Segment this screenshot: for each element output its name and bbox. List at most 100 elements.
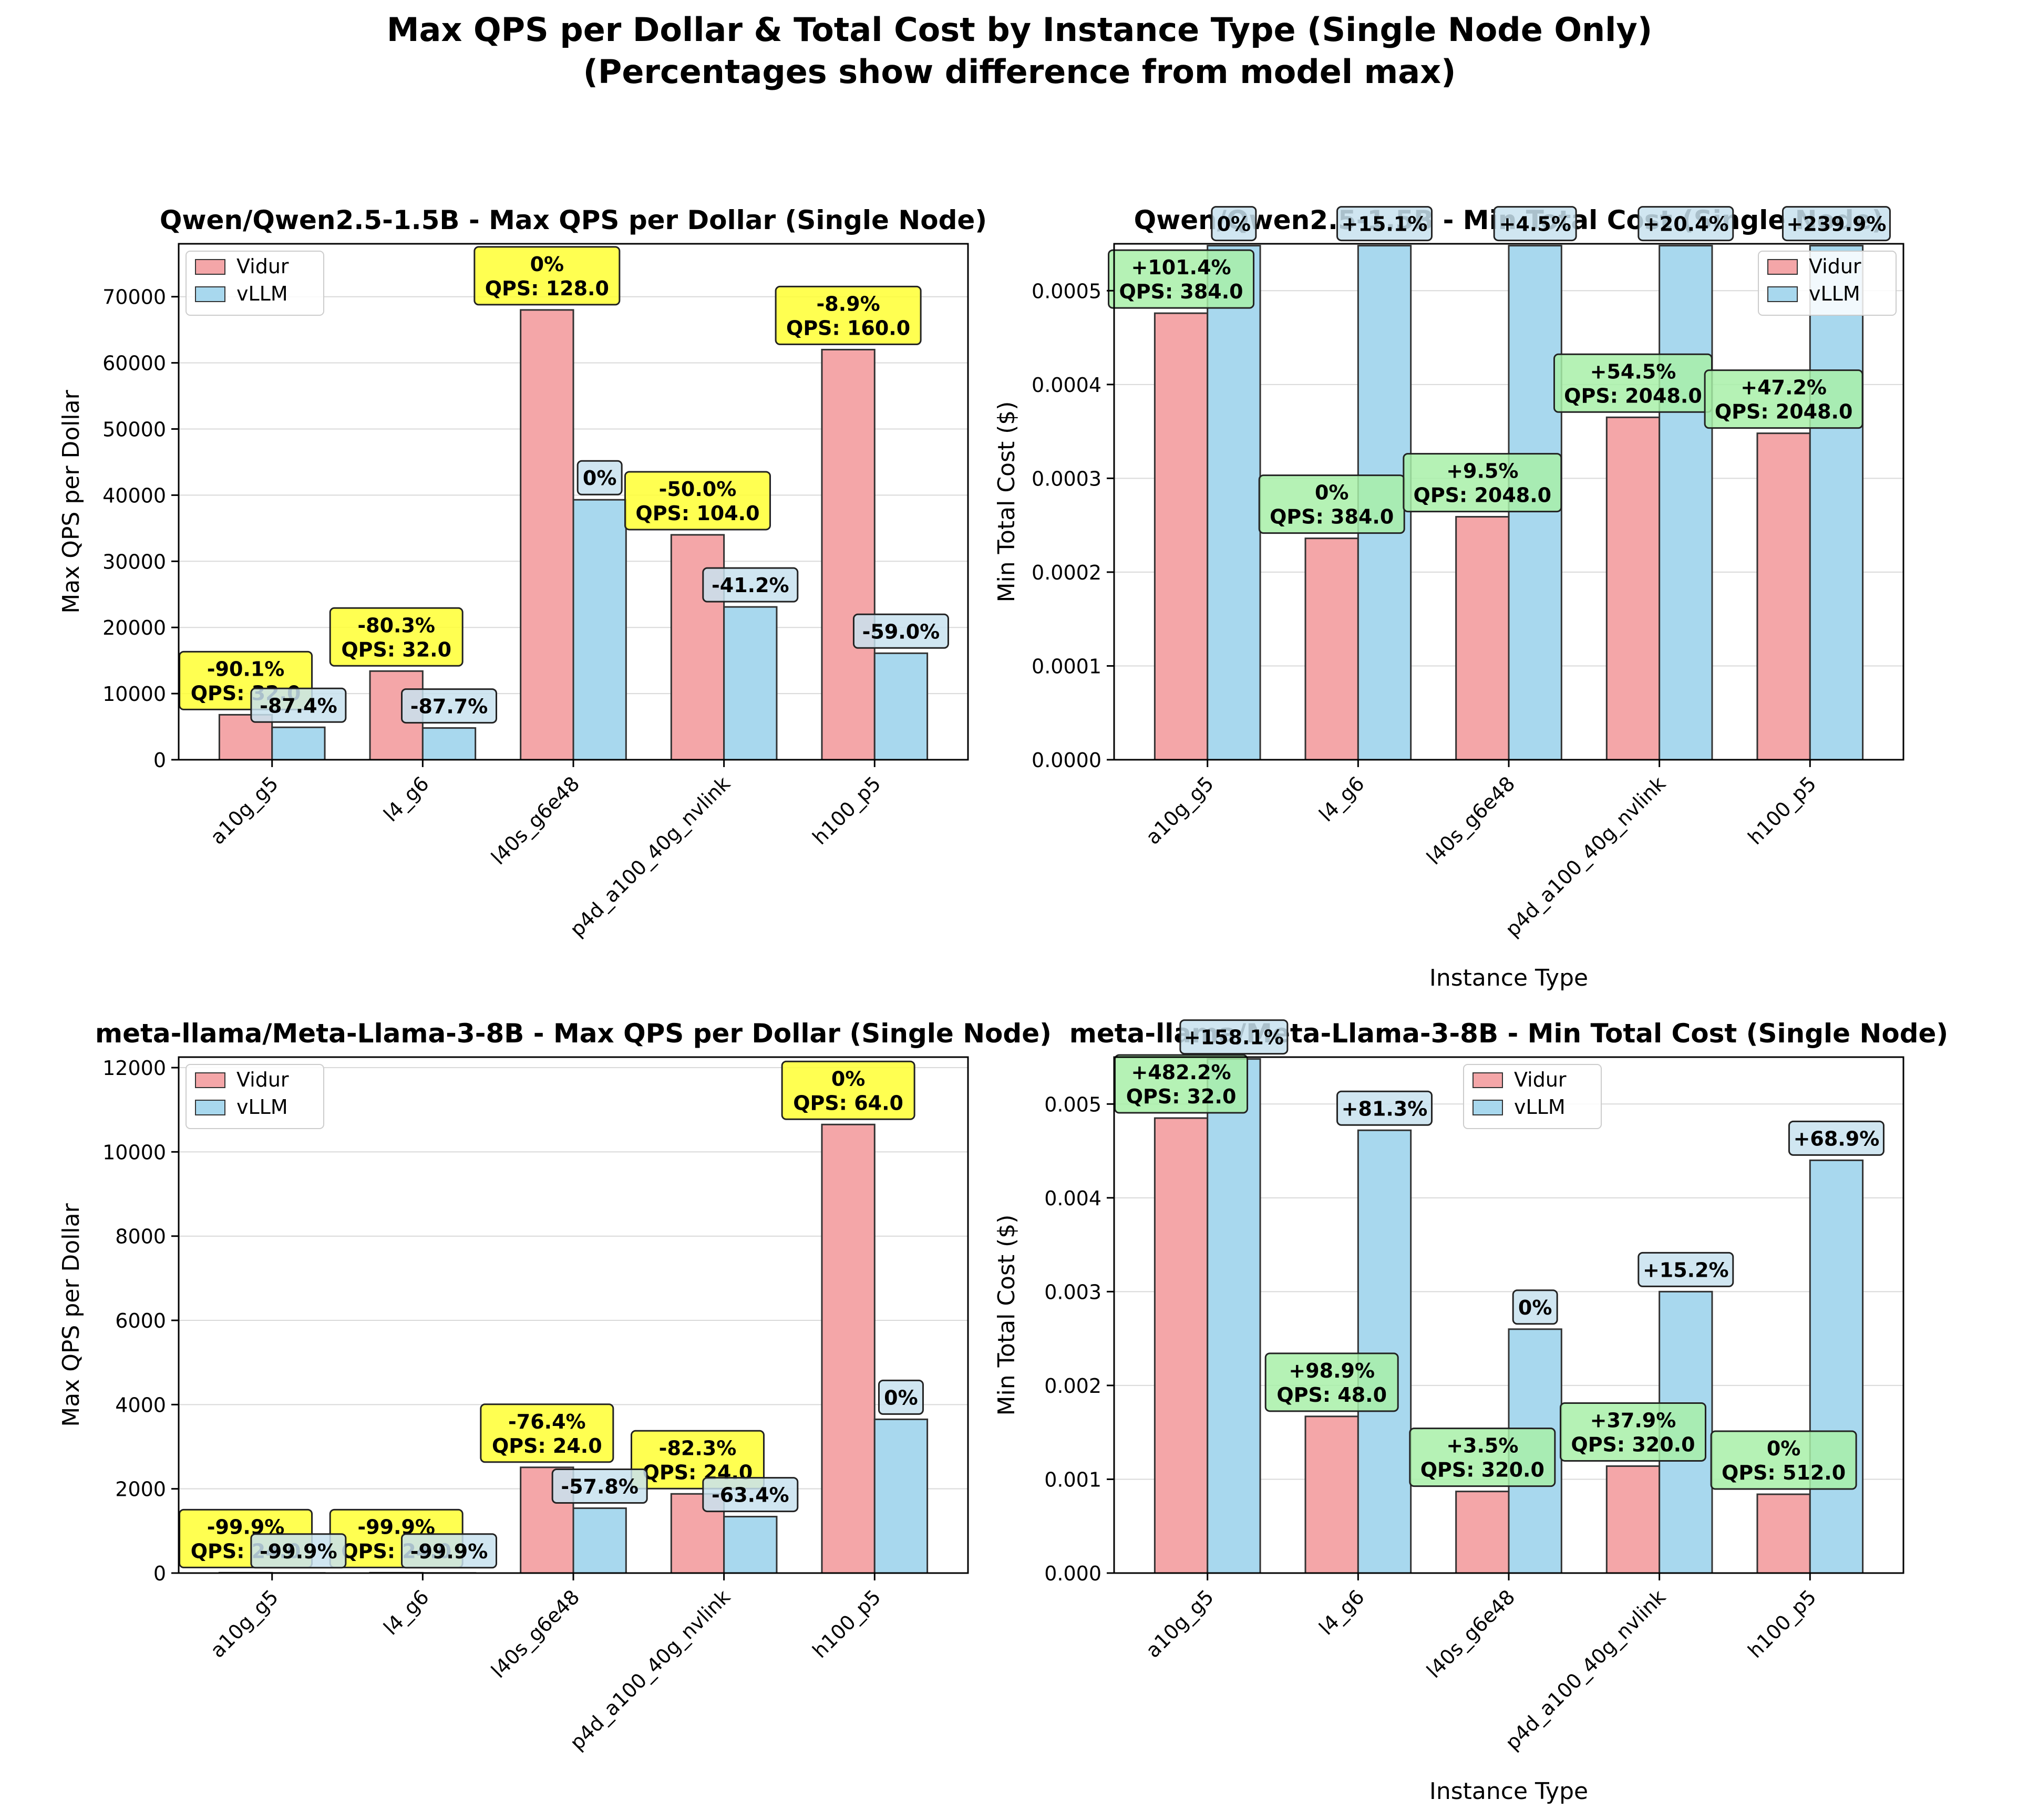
legend-swatch-vidur — [195, 259, 225, 275]
legend-label-vllm: vLLM — [236, 1095, 288, 1119]
data-label-vidur-l40s_g6e48: +3.5%QPS: 320.0 — [1409, 1428, 1556, 1487]
bar-vllm-l4_g6 — [1357, 1129, 1412, 1574]
data-label-vllm-l4_g6-box — [401, 688, 498, 724]
data-label-vllm-h100_p5-box — [878, 1379, 924, 1415]
data-label-vllm-a10g_g5-text: -87.4% — [260, 694, 337, 717]
bar-vidur-l4_g6 — [1304, 537, 1359, 761]
x-axis-label: Instance Type — [1429, 965, 1588, 991]
data-label-vidur-h100_p5-box — [775, 285, 922, 345]
data-label-vidur-h100_p5: -8.9%QPS: 160.0 — [775, 285, 922, 345]
legend: Vidur vLLM — [1463, 1064, 1602, 1129]
data-label-vidur-h100_p5-text: -8.9% — [817, 292, 880, 315]
data-label-vidur-h100_p5-text: +47.2% — [1741, 376, 1827, 399]
bar-vllm-h100_p5 — [873, 652, 929, 761]
bar-vllm-h100_p5 — [1809, 1159, 1864, 1574]
data-label-vidur-l40s_g6e48-text: QPS: 2048.0 — [1414, 484, 1552, 507]
data-label-vidur-l40s_g6e48-text: +3.5% — [1446, 1434, 1518, 1457]
y-tick-label: 2000 — [115, 1478, 166, 1501]
data-label-vidur-p4d_a100_40g_nvlink-box — [630, 1430, 765, 1490]
y-tick-label: 0.004 — [1044, 1187, 1101, 1210]
data-label-vidur-l40s_g6e48-box — [1409, 1428, 1556, 1487]
data-label-vidur-p4d_a100_40g_nvlink-box — [624, 471, 771, 531]
data-label-vidur-p4d_a100_40g_nvlink-text: QPS: 104.0 — [635, 502, 759, 525]
bar-vidur-h100_p5 — [1756, 432, 1811, 761]
data-label-vllm-l40s_g6e48-box — [551, 1469, 648, 1504]
data-label-vllm-p4d_a100_40g_nvlink-text: -63.4% — [712, 1484, 789, 1507]
y-tick-label: 10000 — [102, 1141, 166, 1164]
data-label-vidur-p4d_a100_40g_nvlink-text: -50.0% — [659, 478, 737, 501]
data-label-vllm-a10g_g5-box — [1179, 1019, 1289, 1055]
legend-swatch-vidur — [195, 1072, 225, 1088]
data-label-vidur-p4d_a100_40g_nvlink: +37.9%QPS: 320.0 — [1559, 1402, 1706, 1462]
data-label-vidur-p4d_a100_40g_nvlink-text: +54.5% — [1590, 360, 1676, 383]
y-tick-label: 50000 — [102, 418, 166, 441]
bar-vllm-p4d_a100_40g_nvlink — [723, 606, 778, 761]
bar-vllm-l40s_g6e48 — [572, 1507, 627, 1574]
chart-llama-min-total-cost: meta-llama/Meta-Llama-3-8B - Min Total C… — [993, 1018, 1948, 1805]
data-label-vidur-l40s_g6e48: -76.4%QPS: 24.0 — [480, 1403, 614, 1463]
bar-vllm-p4d_a100_40g_nvlink — [1659, 245, 1713, 761]
data-label-vllm-l40s_g6e48: 0% — [1512, 1289, 1558, 1325]
data-label-vidur-a10g_g5-text: +101.4% — [1131, 256, 1231, 279]
data-label-vllm-p4d_a100_40g_nvlink: -41.2% — [702, 567, 799, 603]
bar-vllm-l40s_g6e48 — [572, 499, 627, 761]
data-label-vidur-p4d_a100_40g_nvlink-box — [1559, 1402, 1706, 1462]
data-label-vllm-h100_p5-box — [1781, 206, 1891, 242]
data-label-vidur-h100_p5-box — [781, 1060, 915, 1120]
data-label-vidur-p4d_a100_40g_nvlink: -82.3%QPS: 24.0 — [630, 1430, 765, 1490]
data-label-vidur-p4d_a100_40g_nvlink: +54.5%QPS: 2048.0 — [1553, 353, 1713, 413]
data-label-vllm-l4_g6: +15.1% — [1336, 206, 1433, 242]
bar-vidur-p4d_a100_40g_nvlink — [1605, 1465, 1661, 1574]
data-label-vidur-l4_g6: -80.3%QPS: 32.0 — [329, 607, 464, 667]
y-tick-label: 0.002 — [1044, 1374, 1101, 1398]
data-label-vllm-p4d_a100_40g_nvlink: +20.4% — [1638, 206, 1734, 242]
data-label-vidur-l4_g6-text: 0% — [1315, 481, 1349, 504]
legend-label-vllm: vLLM — [1514, 1095, 1566, 1119]
data-label-vidur-h100_p5: 0%QPS: 512.0 — [1710, 1430, 1857, 1490]
y-tick-label: 0.0001 — [1032, 655, 1101, 678]
legend-swatch-vllm — [1767, 286, 1798, 302]
bar-vllm-a10g_g5 — [271, 726, 326, 761]
y-tick-label: 20000 — [102, 616, 166, 639]
data-label-vidur-p4d_a100_40g_nvlink-text: QPS: 320.0 — [1571, 1433, 1695, 1456]
y-axis-label: Min Total Cost ($) — [993, 1215, 1020, 1416]
data-label-vidur-p4d_a100_40g_nvlink-text: +37.9% — [1590, 1409, 1676, 1432]
legend: Vidur vLLM — [186, 1064, 324, 1129]
data-label-vllm-l40s_g6e48: 0% — [576, 460, 623, 495]
legend-label-vllm: vLLM — [1809, 282, 1860, 305]
data-label-vidur-a10g_g5-text: +482.2% — [1131, 1061, 1231, 1084]
bar-vidur-a10g_g5 — [1154, 1117, 1209, 1574]
legend: Vidur vLLM — [186, 251, 324, 316]
y-tick-label: 6000 — [115, 1309, 166, 1332]
y-tick-label: 0.000 — [1044, 1562, 1101, 1585]
legend-swatch-vllm — [195, 1100, 225, 1115]
y-axis-label: Max QPS per Dollar — [58, 1203, 85, 1426]
y-tick-label: 30000 — [102, 550, 166, 573]
data-label-vidur-l4_g6-box — [329, 607, 464, 667]
y-tick-label: 10000 — [102, 682, 166, 706]
y-tick-label: 4000 — [115, 1393, 166, 1416]
data-label-vidur-a10g_g5-text: -90.1% — [207, 657, 285, 680]
y-tick-label: 0.001 — [1044, 1468, 1101, 1491]
data-label-vllm-p4d_a100_40g_nvlink-box — [702, 1477, 799, 1513]
chart-title: Qwen/Qwen2.5-1.5B - Max QPS per Dollar (… — [160, 205, 987, 235]
data-label-vllm-a10g_g5: 0% — [1211, 206, 1257, 242]
data-label-vidur-l4_g6-text: QPS: 384.0 — [1270, 505, 1394, 529]
data-label-vidur-l40s_g6e48-box — [473, 246, 621, 306]
data-label-vidur-l40s_g6e48: +9.5%QPS: 2048.0 — [1403, 453, 1562, 513]
data-label-vidur-l4_g6: +98.9%QPS: 48.0 — [1264, 1352, 1399, 1412]
data-label-vllm-l40s_g6e48-box — [576, 460, 623, 495]
bar-vllm-p4d_a100_40g_nvlink — [723, 1516, 778, 1574]
bar-vidur-a10g_g5 — [1154, 312, 1209, 761]
data-label-vllm-h100_p5: 0% — [878, 1379, 924, 1415]
data-label-vidur-l4_g6-text: QPS: 48.0 — [1276, 1383, 1387, 1407]
data-label-vllm-l40s_g6e48: -57.8% — [551, 1469, 648, 1504]
data-label-vidur-a10g_g5-text: QPS: 384.0 — [1119, 280, 1243, 303]
y-tick-label: 0.0004 — [1032, 374, 1101, 397]
data-label-vidur-h100_p5-box — [1704, 369, 1863, 429]
data-label-vllm-l40s_g6e48-text: -57.8% — [561, 1475, 639, 1498]
legend: Vidur vLLM — [1758, 251, 1897, 316]
data-label-vllm-h100_p5-box — [852, 613, 949, 649]
bar-vidur-l40s_g6e48 — [1455, 516, 1510, 761]
